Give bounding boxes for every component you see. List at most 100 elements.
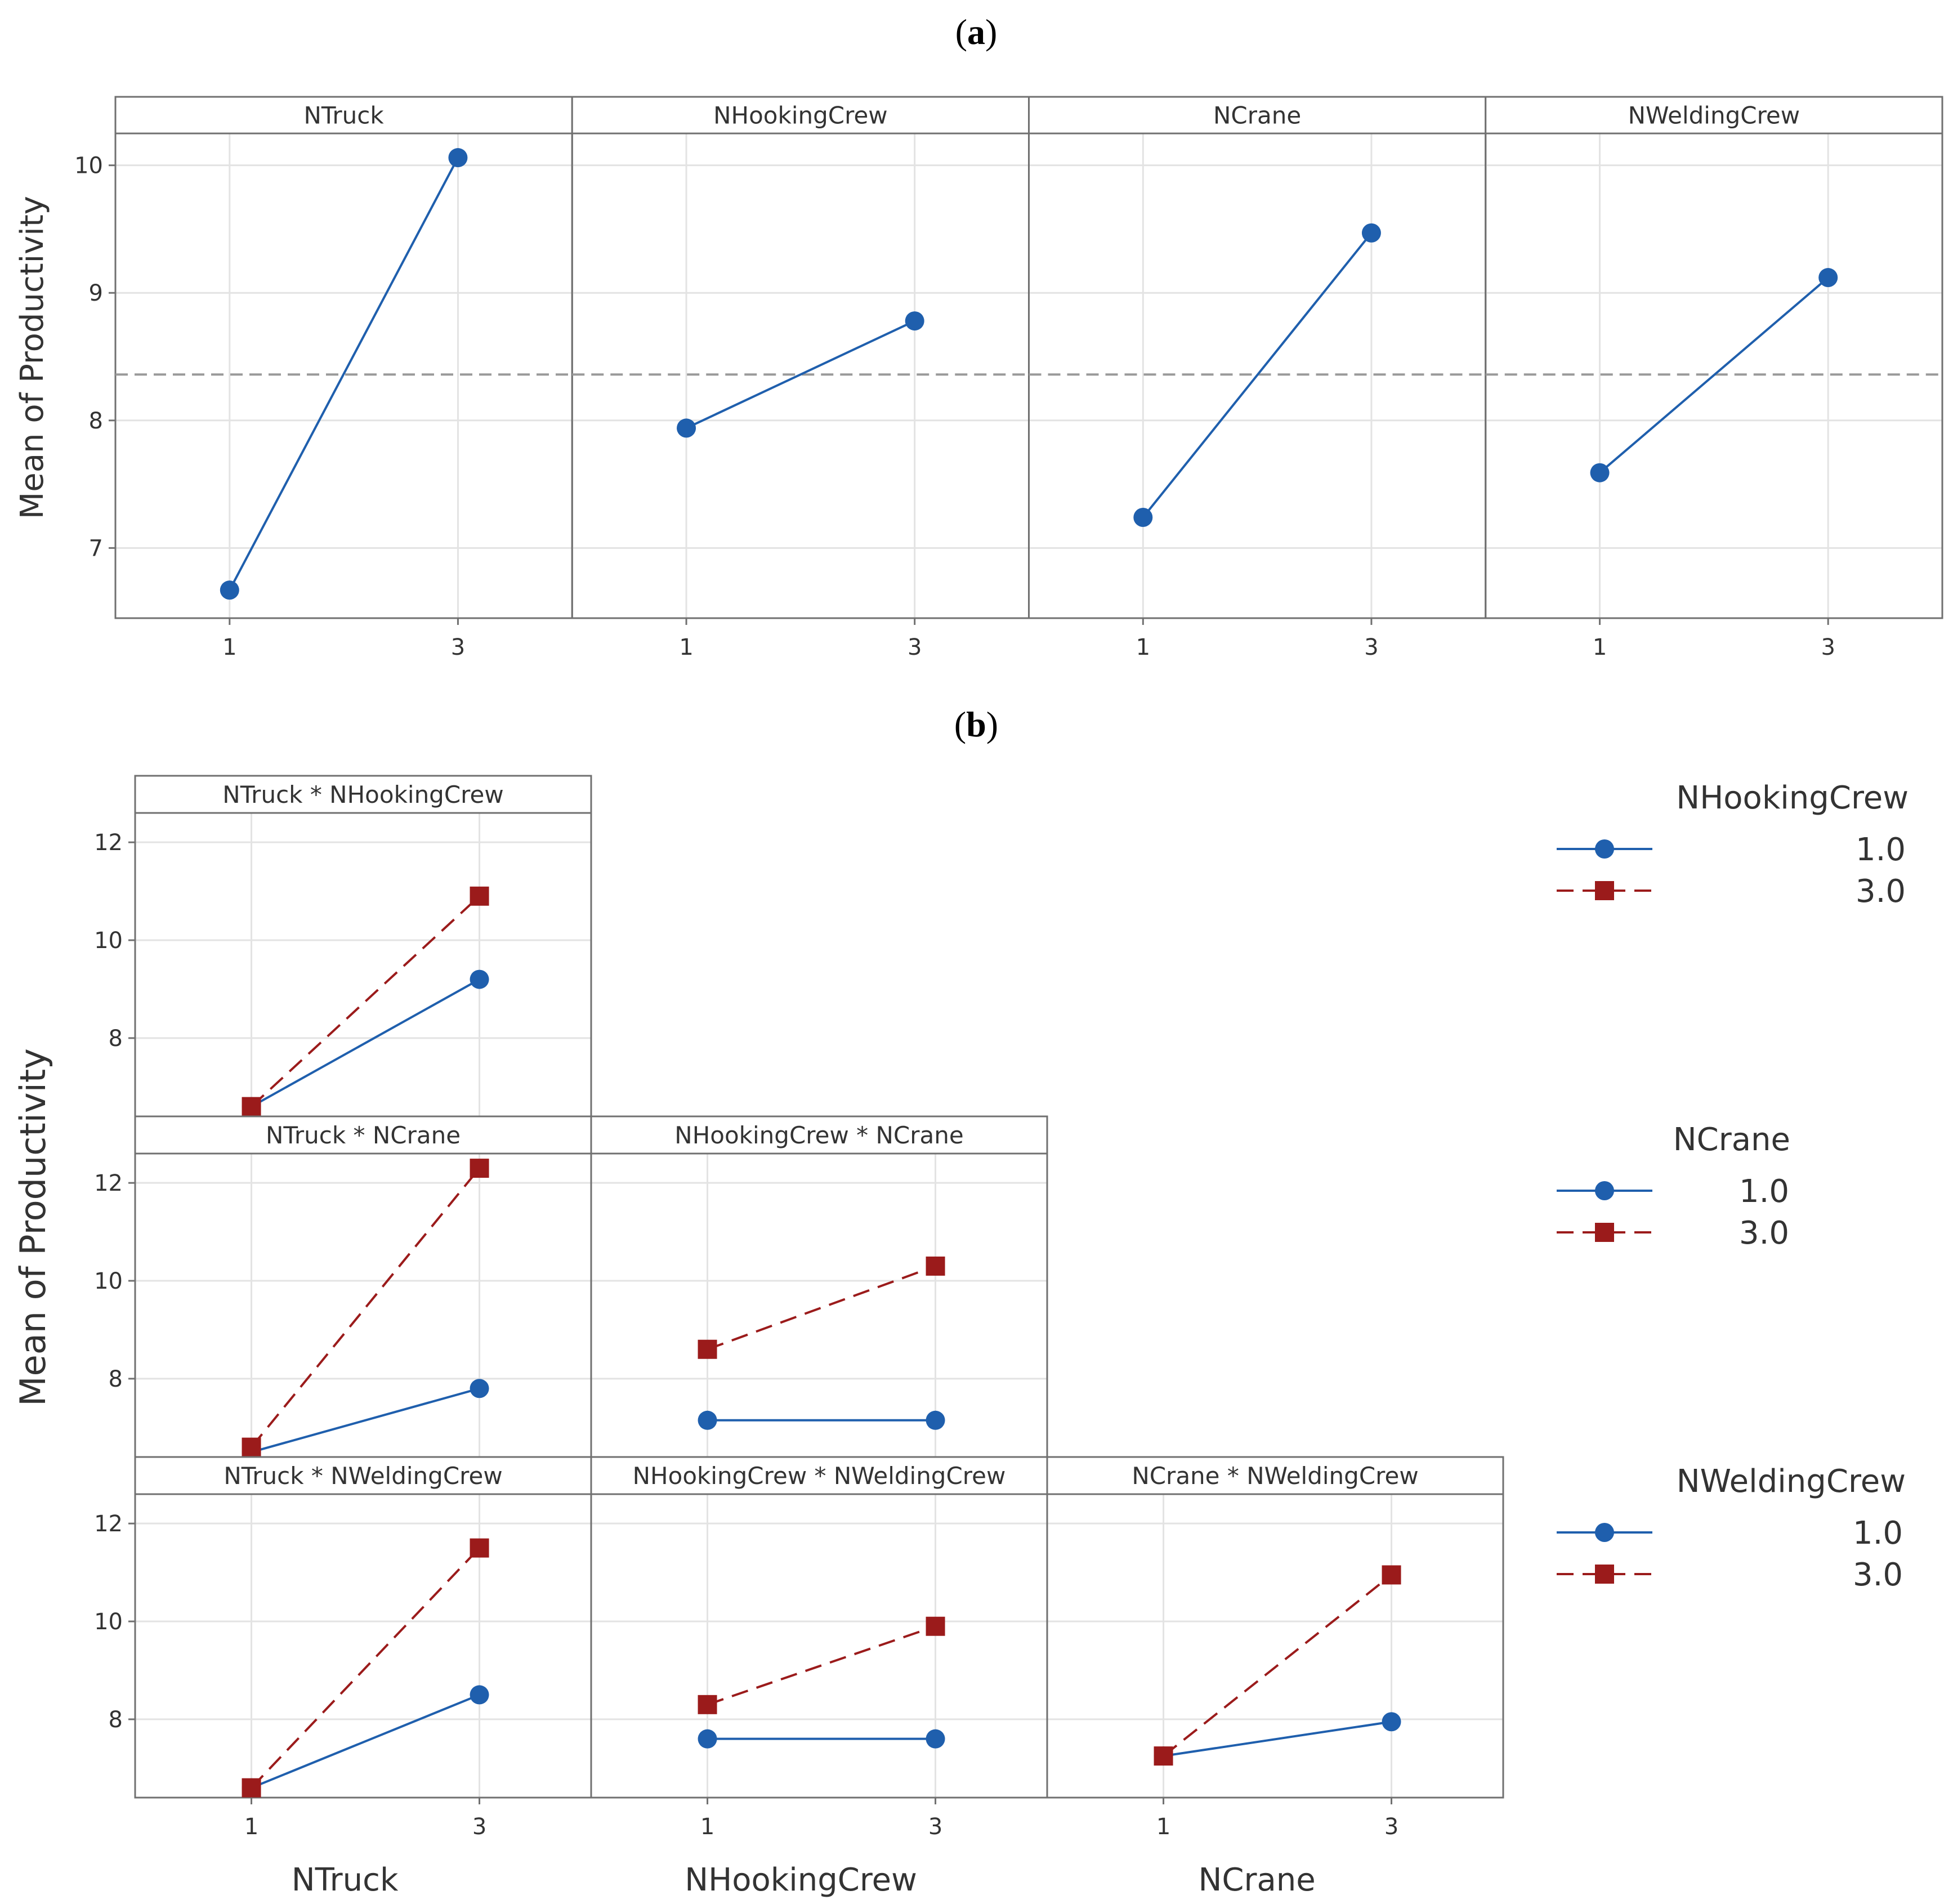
- interaction-header-label: NCrane * NWeldingCrew: [1132, 1462, 1418, 1490]
- series-line-level-1: [1163, 1720, 1392, 1758]
- interaction-panel-frame: [134, 812, 592, 1118]
- legend-title: NCrane: [1673, 1121, 1790, 1158]
- point-level-1: [470, 1379, 489, 1398]
- interaction-header-label: NHookingCrew * NCrane: [674, 1121, 963, 1149]
- main-effect-point: [1590, 463, 1610, 482]
- main-effects-plot: NTruck 1 3 NHookingCrew 1 3 NCrane 1 3 NWeldingCr…: [74, 96, 1943, 660]
- point-level-3: [242, 1778, 261, 1798]
- panel-b-ylabel: Mean of Productivity: [12, 1048, 53, 1406]
- legend-marker-level-3: [1595, 1223, 1614, 1242]
- legend-marker-level-3: [1595, 881, 1614, 900]
- point-level-1: [926, 1410, 945, 1430]
- point-level-3: [470, 886, 489, 906]
- x-tick-label: 1: [222, 634, 236, 660]
- y-tick-label: 8: [109, 1707, 123, 1733]
- series-line-level-3: [707, 1265, 936, 1351]
- interaction-header: [134, 1115, 592, 1155]
- main-effects-header-label: NTruck: [304, 102, 385, 129]
- x-tick-label: 1: [1136, 634, 1150, 660]
- y-tick-label: 8: [89, 408, 103, 434]
- point-level-3: [698, 1695, 717, 1714]
- point-level-1: [926, 1729, 945, 1749]
- series-line-level-1: [251, 1387, 480, 1454]
- legend-marker-level-3: [1595, 1565, 1614, 1584]
- point-level-3: [470, 1538, 489, 1558]
- y-tick-label: 8: [109, 1366, 123, 1392]
- legend-marker-level-1: [1595, 839, 1614, 859]
- x-axis-label: NHookingCrew: [685, 1862, 917, 1898]
- interaction-panel-frame: [134, 1493, 592, 1799]
- main-effect-point: [1133, 508, 1153, 528]
- main-effect-line: [1599, 276, 1829, 474]
- x-tick-label: 3: [451, 634, 465, 660]
- main-effects-panel-frame: [1485, 132, 1943, 619]
- x-tick-label: 1: [679, 634, 693, 660]
- main-effects-header-2: [1028, 96, 1487, 135]
- point-level-3: [242, 1097, 261, 1116]
- y-tick-label: 9: [89, 280, 103, 306]
- y-tick-label: 10: [94, 928, 123, 954]
- main-effect-point: [677, 418, 696, 438]
- main-effects-header-0: [114, 96, 573, 135]
- y-tick-label: 8: [109, 1026, 123, 1052]
- series-line-level-3: [707, 1625, 936, 1706]
- point-level-3: [242, 1437, 261, 1457]
- x-tick-label: 3: [1384, 1814, 1398, 1840]
- point-level-1: [470, 1685, 489, 1705]
- interaction-legends: NHookingCrew 1.0 3.0 NCrane 1.0 3.0 NWeldingCr…: [1557, 780, 1909, 1593]
- legend-level-label: 3.0: [1853, 1557, 1903, 1593]
- x-tick-label: 3: [1821, 634, 1835, 660]
- point-level-3: [698, 1339, 717, 1359]
- interaction-plot: NTruck * NHookingCrew 8 10 12 NTruck * NCran…: [94, 775, 1504, 1898]
- panel-a-label: (a): [955, 12, 998, 52]
- interaction-header: [134, 775, 592, 814]
- panel-b-label: (b): [954, 704, 998, 744]
- legend-marker-level-1: [1595, 1181, 1614, 1200]
- x-tick-label: 1: [244, 1814, 258, 1840]
- point-level-1: [698, 1410, 717, 1430]
- interaction-header-label: NTruck * NCrane: [266, 1121, 461, 1149]
- series-line-level-1: [251, 1693, 480, 1789]
- interaction-panel-frame: [134, 1152, 592, 1458]
- legend-marker-level-1: [1595, 1523, 1614, 1542]
- point-level-1: [698, 1729, 717, 1749]
- interaction-header-label: NTruck * NHookingCrew: [222, 781, 503, 808]
- main-effect-point: [220, 580, 239, 600]
- main-effect-point: [905, 311, 924, 331]
- main-effect-point: [448, 148, 468, 168]
- main-effects-header-label: NHookingCrew: [713, 102, 888, 129]
- x-tick-label: 3: [1364, 634, 1378, 660]
- main-effect-line: [686, 320, 915, 430]
- main-effect-line: [229, 157, 459, 591]
- y-tick-label: 10: [74, 153, 103, 179]
- y-tick-label: 7: [89, 535, 103, 561]
- main-effects-header-label: NCrane: [1213, 102, 1301, 129]
- x-tick-label: 3: [472, 1814, 486, 1840]
- legend-level-label: 1.0: [1856, 832, 1906, 868]
- main-effects-panel-frame: [571, 132, 1030, 619]
- interaction-header-label: NHookingCrew * NWeldingCrew: [633, 1462, 1006, 1490]
- point-level-3: [926, 1616, 945, 1636]
- y-tick-label: 10: [94, 1609, 123, 1635]
- legend-level-label: 1.0: [1853, 1515, 1903, 1552]
- point-level-3: [1154, 1746, 1173, 1766]
- point-level-1: [470, 969, 489, 989]
- y-tick-label: 12: [94, 1170, 123, 1196]
- series-line-level-3: [1163, 1574, 1392, 1757]
- main-effect-point: [1361, 223, 1381, 243]
- main-effect-line: [1142, 232, 1373, 519]
- series-line-level-3: [251, 1167, 481, 1448]
- legend-level-label: 3.0: [1739, 1215, 1789, 1252]
- legend-level-label: 3.0: [1856, 873, 1906, 910]
- point-level-3: [926, 1256, 945, 1276]
- legend-level-label: 1.0: [1739, 1173, 1789, 1210]
- panel-a-ylabel: Mean of Productivity: [14, 196, 51, 519]
- y-tick-label: 12: [94, 830, 123, 856]
- point-level-1: [1382, 1712, 1401, 1732]
- legend-title: NWeldingCrew: [1677, 1463, 1906, 1500]
- y-tick-label: 12: [94, 1511, 123, 1537]
- main-effect-point: [1818, 268, 1838, 288]
- interaction-header: [1046, 1456, 1504, 1495]
- series-line-level-1: [251, 978, 480, 1108]
